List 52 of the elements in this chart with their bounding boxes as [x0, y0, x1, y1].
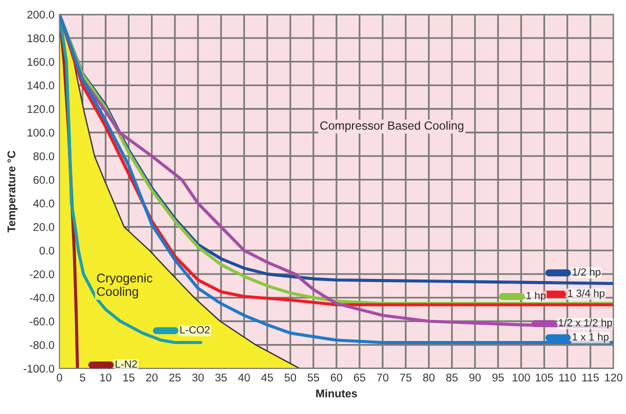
legend-label: L-N2	[116, 360, 137, 368]
y-tick-label: 20.0	[34, 223, 54, 232]
x-axis-title: Minutes	[316, 389, 358, 398]
legend-label: L-CO2	[180, 326, 210, 334]
x-tick-label: 25	[169, 374, 181, 382]
x-tick-label: 50	[284, 374, 296, 382]
annotation: Compressor Based Cooling	[320, 121, 464, 132]
y-tick-label: -40.0	[30, 294, 54, 302]
x-tick-label: 85	[446, 374, 458, 382]
y-tick-label: 200.0	[27, 10, 54, 19]
legend-label: 1 hp	[526, 292, 546, 302]
y-tick-label: 60.0	[34, 176, 54, 184]
y-tick-label: 100.0	[28, 128, 54, 137]
x-tick-label: 40	[238, 374, 250, 382]
x-tick-label: 45	[261, 374, 273, 382]
x-tick-label: 80	[423, 374, 435, 382]
legend-label: 1/2 x 1/2 hp	[558, 318, 612, 328]
x-tick-label: 60	[330, 374, 342, 382]
y-tick-label: 180.0	[28, 34, 54, 42]
x-tick-label: 70	[377, 374, 388, 382]
y-tick-label: 120.0	[28, 105, 54, 114]
x-tick-label: 75	[400, 374, 412, 382]
annotation: Cryogenic Cooling	[97, 273, 152, 298]
y-tick-label: -60.0	[30, 318, 54, 326]
y-tick-label: 160.0	[28, 58, 54, 66]
y-tick-label: -20.0	[30, 270, 54, 278]
x-tick-label: 105	[536, 374, 554, 382]
x-tick-label: 55	[308, 374, 320, 382]
x-tick-label: 35	[215, 374, 227, 382]
legend-label: 1 x 1 hp	[572, 332, 609, 343]
x-tick-label: 15	[123, 374, 134, 382]
x-tick-label: 120	[605, 374, 622, 382]
y-tick-label: 140.0	[28, 82, 54, 90]
y-tick-label: 0.0	[40, 246, 54, 255]
y-tick-label: -100.0	[24, 364, 54, 373]
x-tick-label: 110	[559, 374, 576, 382]
y-tick-label: -80.0	[30, 341, 54, 349]
x-tick-label: 90	[469, 374, 481, 382]
x-tick-label: 30	[192, 374, 204, 382]
x-tick-label: 95	[492, 374, 504, 382]
legend-label: 1 3/4 hp	[568, 289, 605, 299]
y-tick-label: 80.0	[33, 152, 54, 160]
x-tick-label: 100	[512, 374, 530, 382]
x-tick-label: 20	[146, 374, 158, 382]
x-tick-label: 5	[80, 374, 86, 382]
x-tick-label: 65	[354, 374, 366, 382]
legend-label: 1/2 hp	[572, 268, 600, 278]
x-tick-label: 115	[582, 374, 599, 382]
y-tick-label: 40.0	[33, 200, 54, 208]
x-tick-label: 0	[56, 374, 62, 382]
y-axis-title: Temperature °C	[7, 150, 18, 232]
x-tick-label: 10	[100, 374, 112, 382]
